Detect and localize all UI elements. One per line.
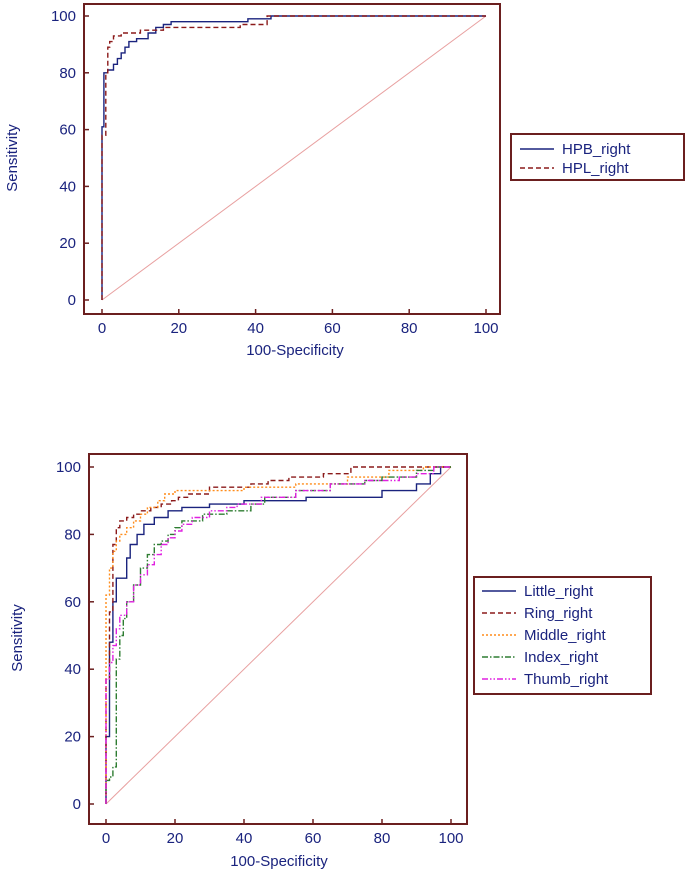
x-axis-ticks: 0 20 40 60 80 100 [102, 819, 464, 847]
legend-box [510, 133, 685, 181]
x-tick-label: 60 [305, 830, 322, 847]
roc-curves [105, 466, 451, 804]
roc-curve-thumb-right [105, 466, 451, 804]
legend-label: HPB_right [562, 141, 631, 158]
legend: Little_right Ring_right Middle_right Index_… [482, 583, 609, 688]
y-tick-label: 0 [68, 292, 76, 309]
y-tick-label: 40 [64, 661, 81, 678]
x-tick-label: 80 [374, 830, 391, 847]
roc-chart-bottom: 0 20 40 60 80 100 0 20 40 60 80 100 Sensitivity 10… [9, 453, 652, 870]
x-tick-label: 20 [167, 830, 184, 847]
x-tick-label: 40 [247, 320, 264, 337]
y-tick-label: 80 [59, 65, 76, 82]
x-tick-label: 100 [438, 830, 463, 847]
legend-label: Little_right [524, 583, 594, 600]
y-axis-title: Sensitivity [9, 604, 26, 672]
y-axis-ticks: 0 20 40 60 80 100 [56, 459, 94, 813]
x-tick-label: 40 [236, 830, 253, 847]
x-tick-label: 0 [98, 320, 106, 337]
y-tick-label: 80 [64, 526, 81, 543]
y-tick-label: 100 [51, 8, 76, 25]
y-tick-label: 100 [56, 459, 81, 476]
x-tick-label: 20 [170, 320, 187, 337]
legend: HPB_right HPL_right [520, 141, 631, 177]
roc-curve-hpl-right [101, 15, 486, 300]
legend-label: Index_right [524, 649, 599, 666]
roc-curve-middle-right [105, 466, 451, 804]
y-tick-label: 0 [73, 796, 81, 813]
y-tick-label: 20 [64, 729, 81, 746]
x-axis-ticks: 0 20 40 60 80 100 [98, 309, 499, 337]
plot-frame [83, 3, 501, 315]
y-tick-label: 20 [59, 235, 76, 252]
legend-label: Ring_right [524, 605, 593, 622]
y-axis-ticks: 0 20 40 60 80 100 [51, 8, 89, 309]
roc-chart-top: 0 20 40 60 80 100 0 20 40 60 80 100 Sensitivity 10… [4, 3, 685, 359]
roc-curves [101, 15, 486, 300]
x-tick-label: 60 [324, 320, 341, 337]
plot-frame [88, 453, 468, 825]
x-tick-label: 80 [401, 320, 418, 337]
diagonal-reference-line [105, 466, 452, 805]
x-tick-label: 0 [102, 830, 110, 847]
x-axis-title: 100-Specificity [246, 342, 344, 359]
y-tick-label: 60 [59, 122, 76, 139]
y-tick-label: 60 [64, 594, 81, 611]
diagonal-reference-line [101, 15, 487, 301]
legend-label: Middle_right [524, 627, 607, 644]
roc-curve-ring-right [105, 466, 451, 804]
y-tick-label: 40 [59, 178, 76, 195]
roc-curve-little-right [105, 466, 451, 804]
legend-label: Thumb_right [524, 671, 609, 688]
legend-label: HPL_right [562, 160, 630, 177]
y-axis-title: Sensitivity [4, 124, 21, 192]
x-tick-label: 100 [473, 320, 498, 337]
x-axis-title: 100-Specificity [230, 853, 328, 870]
